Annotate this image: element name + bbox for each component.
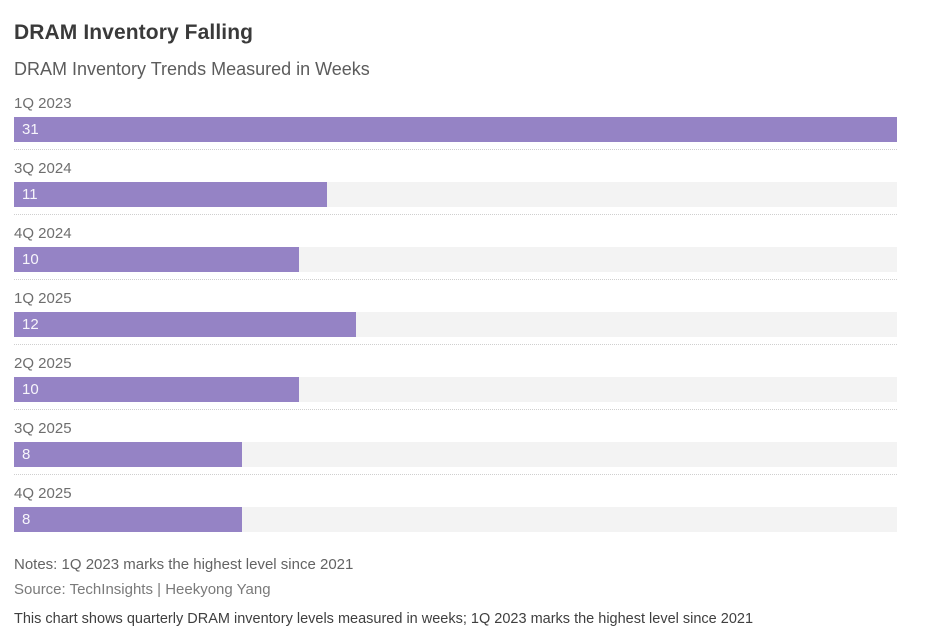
chart-row: 1Q 2023 31 <box>14 95 897 150</box>
chart: 1Q 2023 31 3Q 2024 11 4Q 2024 10 1Q 2025 12 2Q 2… <box>14 95 897 539</box>
source-text: Source: TechInsights | Heekyong Yang <box>14 581 271 598</box>
chart-row: 3Q 2025 8 <box>14 420 897 475</box>
value-label: 31 <box>22 121 39 138</box>
bar-track: 31 <box>14 117 897 142</box>
value-label: 10 <box>22 251 39 268</box>
bar-track: 10 <box>14 247 897 272</box>
bar-fill: 31 <box>14 117 897 142</box>
category-label: 2Q 2025 <box>14 355 72 372</box>
chart-row: 4Q 2024 10 <box>14 225 897 280</box>
bar-fill: 10 <box>14 377 299 402</box>
category-label: 1Q 2025 <box>14 290 72 307</box>
caption-text: This chart shows quarterly DRAM inventor… <box>14 611 754 627</box>
value-label: 12 <box>22 316 39 333</box>
chart-row: 2Q 2025 10 <box>14 355 897 410</box>
category-label: 4Q 2025 <box>14 485 72 502</box>
bar-fill: 10 <box>14 247 299 272</box>
value-label: 11 <box>22 186 38 203</box>
bar-track: 8 <box>14 507 897 532</box>
page-title: DRAM Inventory Falling <box>14 21 254 44</box>
value-label: 10 <box>22 381 39 398</box>
value-label: 8 <box>22 446 31 463</box>
category-label: 1Q 2023 <box>14 95 72 112</box>
value-label: 8 <box>22 511 31 528</box>
bar-track: 11 <box>14 182 897 207</box>
bar-fill: 12 <box>14 312 356 337</box>
category-label: 4Q 2024 <box>14 225 72 242</box>
bar-fill: 11 <box>14 182 328 207</box>
chart-row: 4Q 2025 8 <box>14 485 897 539</box>
chart-subtitle: DRAM Inventory Trends Measured in Weeks <box>14 59 370 79</box>
bar-track: 12 <box>14 312 897 337</box>
chart-row: 1Q 2025 12 <box>14 290 897 345</box>
category-label: 3Q 2025 <box>14 420 72 437</box>
bar-fill: 8 <box>14 507 242 532</box>
notes-text: Notes: 1Q 2023 marks the highest level s… <box>14 556 354 573</box>
bar-fill: 8 <box>14 442 242 467</box>
category-label: 3Q 2024 <box>14 160 72 177</box>
chart-row: 3Q 2024 11 <box>14 160 897 215</box>
bar-track: 8 <box>14 442 897 467</box>
bar-track: 10 <box>14 377 897 402</box>
